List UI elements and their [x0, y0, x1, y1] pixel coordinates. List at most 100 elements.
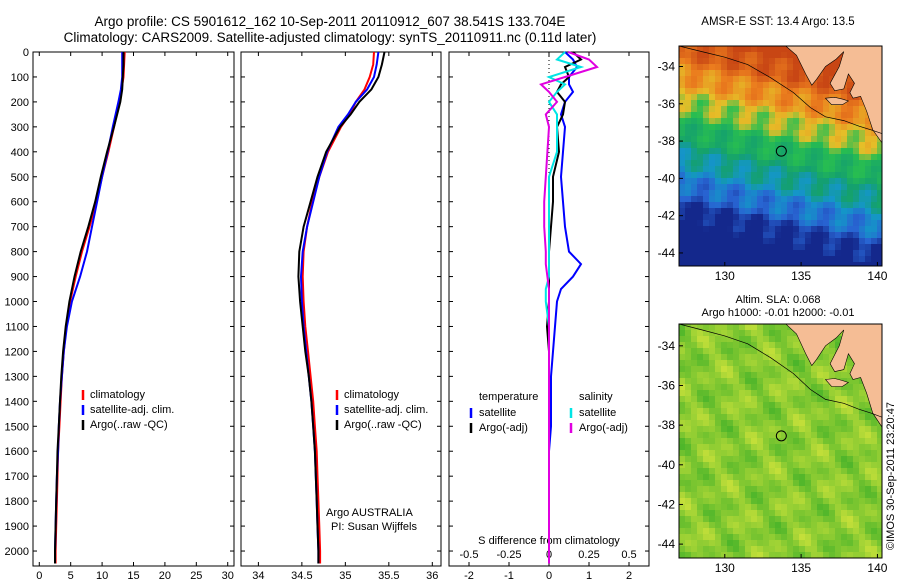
field-cell [829, 450, 836, 457]
field-cell [775, 244, 782, 251]
field-cell [823, 468, 830, 475]
field-cell [799, 148, 806, 155]
field-cell [727, 190, 734, 197]
field-cell [829, 426, 836, 433]
field-cell [781, 208, 788, 215]
field-cell [811, 438, 818, 445]
field-cell [715, 498, 722, 505]
field-cell [733, 552, 740, 558]
field-cell [745, 244, 752, 251]
field-cell [685, 208, 692, 215]
field-cell [841, 148, 848, 155]
field-cell [793, 196, 800, 203]
field-cell [685, 552, 692, 558]
field-cell [781, 360, 788, 367]
field-cell [769, 202, 776, 209]
field-cell [691, 100, 698, 107]
field-cell [835, 396, 842, 403]
field-cell [817, 504, 824, 511]
field-cell [685, 178, 692, 185]
field-cell [715, 342, 722, 349]
field-cell [859, 154, 866, 161]
sst-map [678, 45, 883, 267]
field-cell [745, 324, 752, 331]
sst-map-title: AMSR-E SST: 13.4 Argo: 13.5 [701, 16, 854, 28]
field-cell [787, 136, 794, 143]
field-cell [763, 420, 770, 427]
field-cell [715, 546, 722, 553]
field-cell [829, 504, 836, 511]
field-cell [745, 94, 752, 101]
field-cell [733, 534, 740, 541]
field-cell [847, 190, 854, 197]
field-cell [727, 256, 734, 263]
x-tick-label: 0 [36, 570, 42, 580]
depth-tick-label: 100 [11, 72, 29, 84]
field-cell [793, 534, 800, 541]
field-cell [799, 88, 806, 95]
field-cell [697, 202, 704, 209]
field-cell [739, 516, 746, 523]
field-cell [853, 540, 860, 547]
field-cell [793, 468, 800, 475]
field-cell [793, 262, 800, 266]
field-cell [697, 256, 704, 263]
field-cell [787, 130, 794, 137]
field-cell [703, 184, 710, 191]
field-cell [859, 528, 866, 535]
field-cell [745, 154, 752, 161]
field-cell [787, 432, 794, 439]
field-cell [745, 178, 752, 185]
field-cell [751, 468, 758, 475]
field-cell [781, 58, 788, 65]
field-cell [709, 70, 716, 77]
field-cell [835, 372, 842, 379]
field-cell [775, 136, 782, 143]
field-cell [853, 196, 860, 203]
field-cell [841, 160, 848, 167]
field-cell [745, 456, 752, 463]
field-cell [679, 516, 686, 523]
field-cell [877, 474, 882, 481]
field-cell [823, 444, 830, 451]
field-cell [715, 88, 722, 95]
lon-tick-label: 135 [791, 269, 811, 283]
field-cell [703, 70, 710, 77]
field-cell [865, 444, 872, 451]
field-cell [835, 256, 842, 263]
field-cell [763, 250, 770, 257]
field-cell [697, 426, 704, 433]
field-cell [877, 142, 882, 149]
field-cell [871, 534, 878, 541]
field-cell [775, 498, 782, 505]
legend-entry: Argo(..raw -QC) [90, 419, 168, 431]
field-cell [721, 462, 728, 469]
field-cell [877, 522, 882, 529]
field-cell [781, 552, 788, 558]
field-cell [799, 420, 806, 427]
field-cell [781, 402, 788, 409]
field-cell [727, 214, 734, 221]
field-cell [721, 492, 728, 499]
field-cell [709, 202, 716, 209]
field-cell [871, 516, 878, 523]
field-cell [757, 528, 764, 535]
field-cell [829, 540, 836, 547]
field-cell [727, 360, 734, 367]
field-cell [823, 238, 830, 245]
field-cell [799, 354, 806, 361]
field-cell [811, 244, 818, 251]
field-cell [871, 148, 878, 155]
field-cell [781, 70, 788, 77]
field-cell [769, 378, 776, 385]
field-cell [781, 94, 788, 101]
depth-tick-label: 1100 [5, 321, 29, 333]
field-cell [781, 226, 788, 233]
field-cell [799, 402, 806, 409]
field-cell [799, 372, 806, 379]
field-cell [829, 444, 836, 451]
field-cell [715, 390, 722, 397]
legend-entry: satellite [479, 407, 516, 419]
field-cell [703, 160, 710, 167]
field-cell [721, 88, 728, 95]
